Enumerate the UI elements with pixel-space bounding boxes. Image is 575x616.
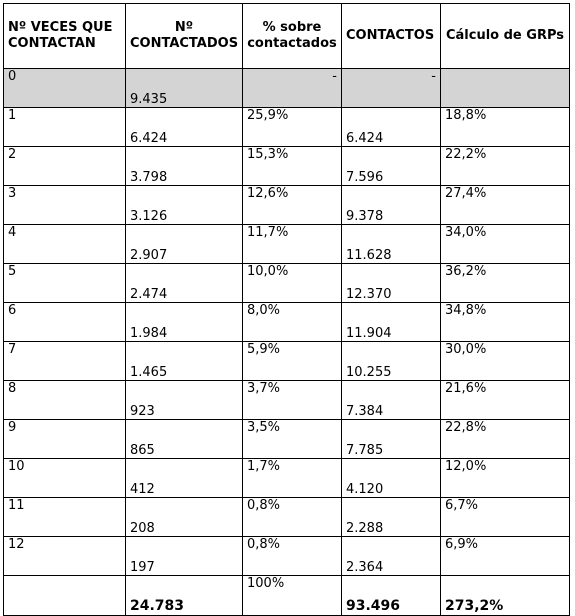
cell-contactos: 7.596 — [341, 146, 441, 186]
cell-contactos: 7.384 — [341, 380, 441, 420]
total-porcentaje: 100% — [242, 575, 342, 616]
cell-contactados: 208 — [125, 497, 243, 537]
cell-veces: 7 — [3, 341, 126, 381]
cell-grps — [440, 68, 570, 108]
cell-grps: 27,4% — [440, 185, 570, 225]
cell-contactados: 1.984 — [125, 302, 243, 342]
cell-veces: 1 — [3, 107, 126, 147]
table-row: 6 1.984 8,0% 11.904 34,8% — [3, 302, 570, 342]
cell-contactados: 865 — [125, 419, 243, 459]
cell-contactados: 1.465 — [125, 341, 243, 381]
cell-contactados: 2.907 — [125, 224, 243, 264]
cell-grps: 36,2% — [440, 263, 570, 303]
cell-contactos: 7.785 — [341, 419, 441, 459]
table-row: 9 865 3,5% 7.785 22,8% — [3, 419, 570, 459]
cell-contactados: 9.435 — [125, 68, 243, 108]
header-veces: Nº VECES QUE CONTACTAN — [3, 3, 126, 69]
cell-grps: 6,7% — [440, 497, 570, 537]
table-row: 12 197 0,8% 2.364 6,9% — [3, 536, 570, 576]
cell-veces: 12 — [3, 536, 126, 576]
cell-contactados: 6.424 — [125, 107, 243, 147]
cell-veces: 4 — [3, 224, 126, 264]
cell-contactos: 11.904 — [341, 302, 441, 342]
cell-contactos: 9.378 — [341, 185, 441, 225]
cell-grps: 6,9% — [440, 536, 570, 576]
cell-veces: 9 — [3, 419, 126, 459]
cell-veces: 11 — [3, 497, 126, 537]
cell-veces: 2 — [3, 146, 126, 186]
cell-porcentaje: - — [242, 68, 342, 108]
cell-porcentaje: 12,6% — [242, 185, 342, 225]
cell-porcentaje: 1,7% — [242, 458, 342, 498]
cell-contactos: 11.628 — [341, 224, 441, 264]
table-row-zero: 0 9.435 - - — [3, 68, 570, 108]
grp-table: Nº VECES QUE CONTACTAN Nº CONTACTADOS % … — [3, 3, 570, 616]
cell-veces: 6 — [3, 302, 126, 342]
cell-porcentaje: 3,5% — [242, 419, 342, 459]
cell-porcentaje: 11,7% — [242, 224, 342, 264]
cell-veces: 10 — [3, 458, 126, 498]
cell-porcentaje: 3,7% — [242, 380, 342, 420]
cell-contactos: 2.288 — [341, 497, 441, 537]
cell-grps: 22,8% — [440, 419, 570, 459]
cell-porcentaje: 25,9% — [242, 107, 342, 147]
table-row: 3 3.126 12,6% 9.378 27,4% — [3, 185, 570, 225]
cell-porcentaje: 8,0% — [242, 302, 342, 342]
cell-contactados: 412 — [125, 458, 243, 498]
cell-contactados: 923 — [125, 380, 243, 420]
cell-porcentaje: 0,8% — [242, 536, 342, 576]
cell-contactos: 2.364 — [341, 536, 441, 576]
cell-grps: 21,6% — [440, 380, 570, 420]
cell-veces: 0 — [3, 68, 126, 108]
totals-row: 24.783 100% 93.496 273,2% — [3, 575, 570, 616]
cell-contactos: 4.120 — [341, 458, 441, 498]
cell-porcentaje: 15,3% — [242, 146, 342, 186]
cell-contactos: 12.370 — [341, 263, 441, 303]
cell-contactados: 2.474 — [125, 263, 243, 303]
cell-grps: 34,0% — [440, 224, 570, 264]
cell-grps: 34,8% — [440, 302, 570, 342]
cell-grps: 22,2% — [440, 146, 570, 186]
table-row: 2 3.798 15,3% 7.596 22,2% — [3, 146, 570, 186]
cell-porcentaje: 5,9% — [242, 341, 342, 381]
cell-porcentaje: 10,0% — [242, 263, 342, 303]
cell-contactados: 3.798 — [125, 146, 243, 186]
table-row: 10 412 1,7% 4.120 12,0% — [3, 458, 570, 498]
header-porcentaje: % sobre contactados — [242, 3, 342, 69]
cell-grps: 12,0% — [440, 458, 570, 498]
cell-veces: 5 — [3, 263, 126, 303]
header-contactados: Nº CONTACTADOS — [125, 3, 243, 69]
cell-porcentaje: 0,8% — [242, 497, 342, 537]
cell-contactados: 197 — [125, 536, 243, 576]
cell-grps: 30,0% — [440, 341, 570, 381]
cell-veces: 8 — [3, 380, 126, 420]
total-veces — [3, 575, 126, 616]
total-contactos: 93.496 — [341, 575, 441, 616]
table-row: 4 2.907 11,7% 11.628 34,0% — [3, 224, 570, 264]
cell-grps: 18,8% — [440, 107, 570, 147]
header-row: Nº VECES QUE CONTACTAN Nº CONTACTADOS % … — [3, 3, 570, 69]
cell-contactos: - — [341, 68, 441, 108]
table-row: 8 923 3,7% 7.384 21,6% — [3, 380, 570, 420]
total-contactados: 24.783 — [125, 575, 243, 616]
header-contactos: CONTACTOS — [341, 3, 441, 69]
total-grps: 273,2% — [440, 575, 570, 616]
table-row: 5 2.474 10,0% 12.370 36,2% — [3, 263, 570, 303]
cell-contactados: 3.126 — [125, 185, 243, 225]
cell-veces: 3 — [3, 185, 126, 225]
table-row: 7 1.465 5,9% 10.255 30,0% — [3, 341, 570, 381]
cell-contactos: 6.424 — [341, 107, 441, 147]
header-grps: Cálculo de GRPs — [440, 3, 570, 69]
table-row: 11 208 0,8% 2.288 6,7% — [3, 497, 570, 537]
cell-contactos: 10.255 — [341, 341, 441, 381]
table-row: 1 6.424 25,9% 6.424 18,8% — [3, 107, 570, 147]
